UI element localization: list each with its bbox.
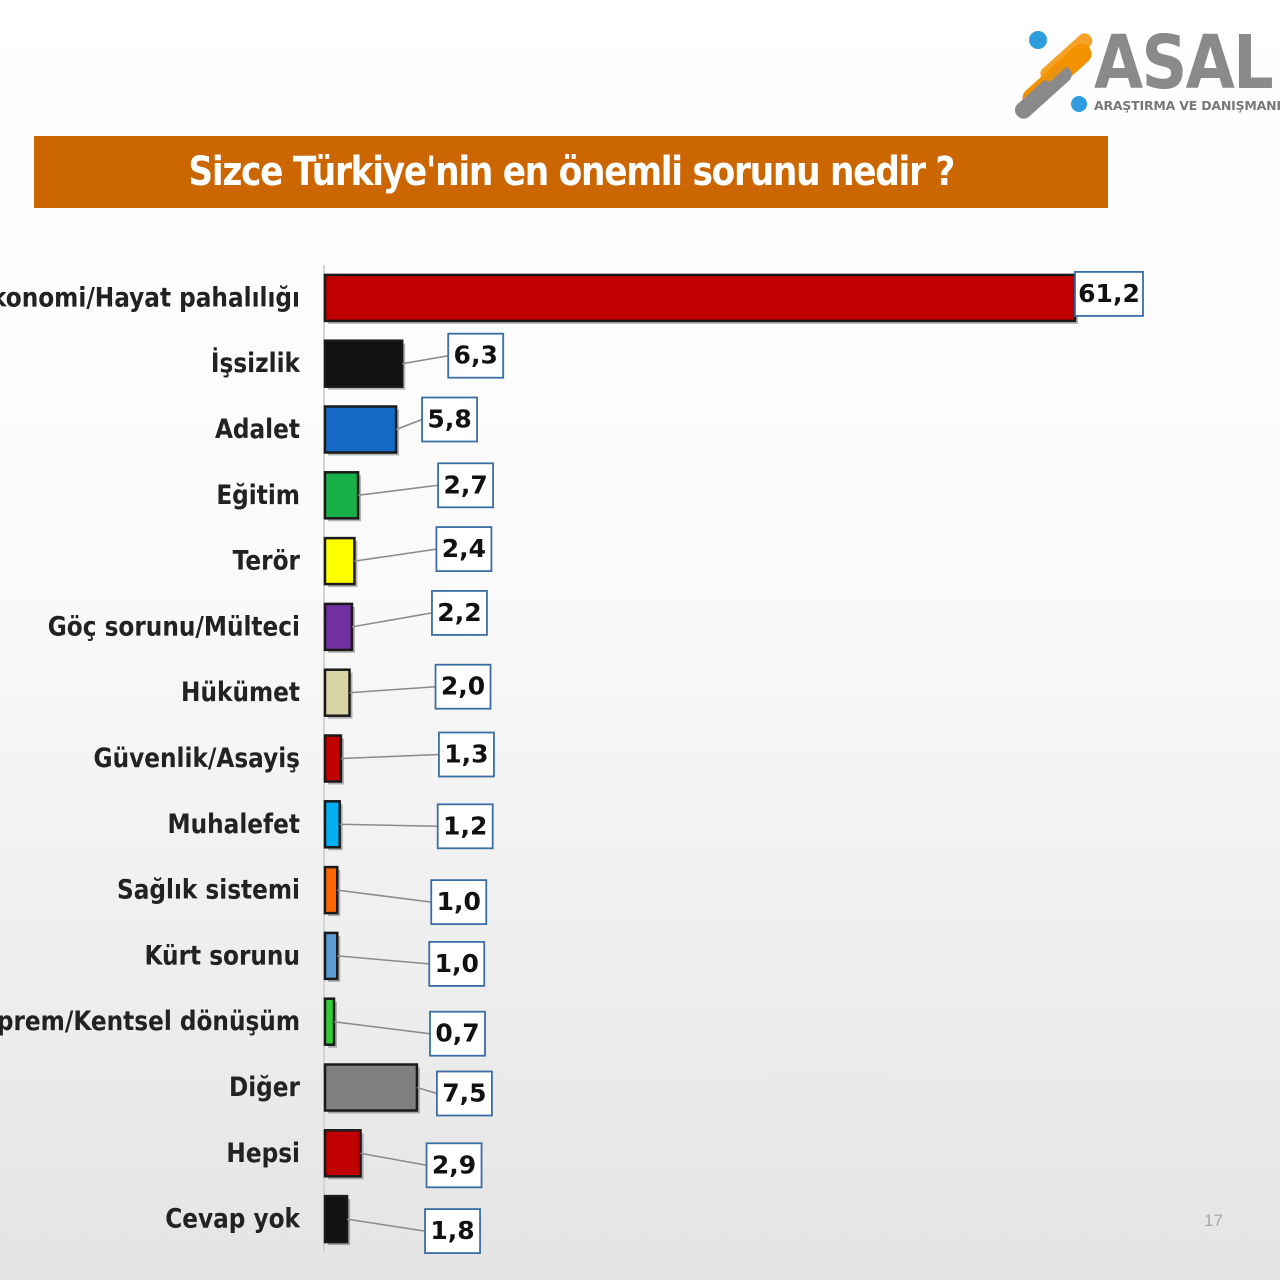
value-label-box <box>437 462 494 509</box>
leader-line <box>339 823 438 828</box>
page-number: 17 <box>1204 1211 1223 1230</box>
leader-line <box>395 418 423 431</box>
bar <box>323 1129 362 1178</box>
bar <box>323 668 351 717</box>
leader-line <box>346 1218 426 1232</box>
leader-line <box>402 354 449 365</box>
bar <box>323 931 339 981</box>
category-label: Cevap yok <box>165 1203 301 1234</box>
value-label-box <box>429 1010 486 1057</box>
value-label-box <box>431 590 488 636</box>
leader-line <box>349 685 436 694</box>
category-label: İşsizlik <box>211 348 301 379</box>
value-label-box <box>434 663 492 710</box>
data-label: 7,5 <box>442 1079 486 1108</box>
leader-line <box>360 1152 427 1167</box>
leader-line <box>357 484 439 497</box>
bar <box>323 800 341 849</box>
category-label: Terör <box>233 545 301 576</box>
category-label: Kürt sorunu <box>144 940 300 971</box>
leader-line <box>337 889 432 903</box>
value-label-box <box>436 803 494 850</box>
data-label: 1,0 <box>437 887 481 916</box>
data-label: 2,0 <box>441 672 485 701</box>
value-label-box <box>438 731 495 778</box>
data-label: 1,8 <box>430 1216 474 1245</box>
category-label: Eğitim <box>216 479 300 510</box>
data-label: 0,7 <box>435 1019 479 1048</box>
value-label-box <box>436 1070 493 1117</box>
leader-line <box>416 1086 438 1095</box>
data-label: 2,9 <box>432 1150 476 1179</box>
category-label: Güvenlik/Asayiş <box>94 742 300 773</box>
data-label: 5,8 <box>427 405 471 434</box>
leader-line <box>340 753 439 760</box>
asal-logo: ASAL ARAŞTIRMA VE DANIŞMANLIK <box>1012 20 1280 122</box>
value-label-box <box>424 1208 481 1254</box>
data-label: 2,7 <box>443 470 487 499</box>
category-label: Ekonomi/Hayat pahalılığı <box>0 282 300 313</box>
data-label: 2,2 <box>437 598 481 627</box>
leader-line <box>354 548 437 562</box>
value-label-box <box>428 941 486 987</box>
data-label: 1,3 <box>444 740 488 769</box>
bar <box>323 865 339 915</box>
category-label: Diğer <box>229 1071 301 1102</box>
category-label: Sağlık sistemi <box>117 874 300 905</box>
bar <box>323 536 356 586</box>
bar <box>323 405 398 454</box>
value-label-box <box>421 396 478 443</box>
data-label: 2,4 <box>442 534 486 563</box>
logo-wordmark: ASAL <box>1094 20 1274 106</box>
bar <box>323 1063 419 1112</box>
data-label: 6,3 <box>454 341 498 370</box>
value-label-box <box>1074 270 1144 317</box>
bar <box>323 734 343 783</box>
data-label: 1,2 <box>443 811 487 840</box>
logo-mark-icon <box>1014 31 1093 119</box>
category-label: Hükümet <box>181 677 300 708</box>
value-label-box <box>435 526 493 572</box>
category-label: Adalet <box>215 413 300 444</box>
chart-title: Sizce Türkiye'nin en önemli sorunu nedir… <box>188 149 955 195</box>
bar <box>323 339 404 388</box>
bar <box>323 471 360 520</box>
category-label: Hepsi <box>226 1137 300 1168</box>
bar <box>323 1194 349 1244</box>
bar <box>323 273 1077 323</box>
value-label-box <box>430 879 488 925</box>
data-label: 61,2 <box>1078 279 1140 308</box>
leader-line <box>337 955 430 965</box>
category-label: Deprem/Kentsel dönüşüm <box>0 1006 300 1037</box>
bar <box>323 997 336 1046</box>
data-label: 1,0 <box>435 949 479 978</box>
value-label-box <box>425 1142 483 1189</box>
category-label: Muhalefet <box>168 808 300 839</box>
title-banner: Sizce Türkiye'nin en önemli sorunu nedir… <box>34 136 1108 208</box>
value-label-box <box>447 332 505 379</box>
bar <box>323 602 354 652</box>
leader-line <box>333 1020 431 1035</box>
leader-line <box>351 612 433 628</box>
logo-tagline: ARAŞTIRMA VE DANIŞMANLIK <box>1094 98 1280 113</box>
category-label: Göç sorunu/Mülteci <box>48 611 300 642</box>
